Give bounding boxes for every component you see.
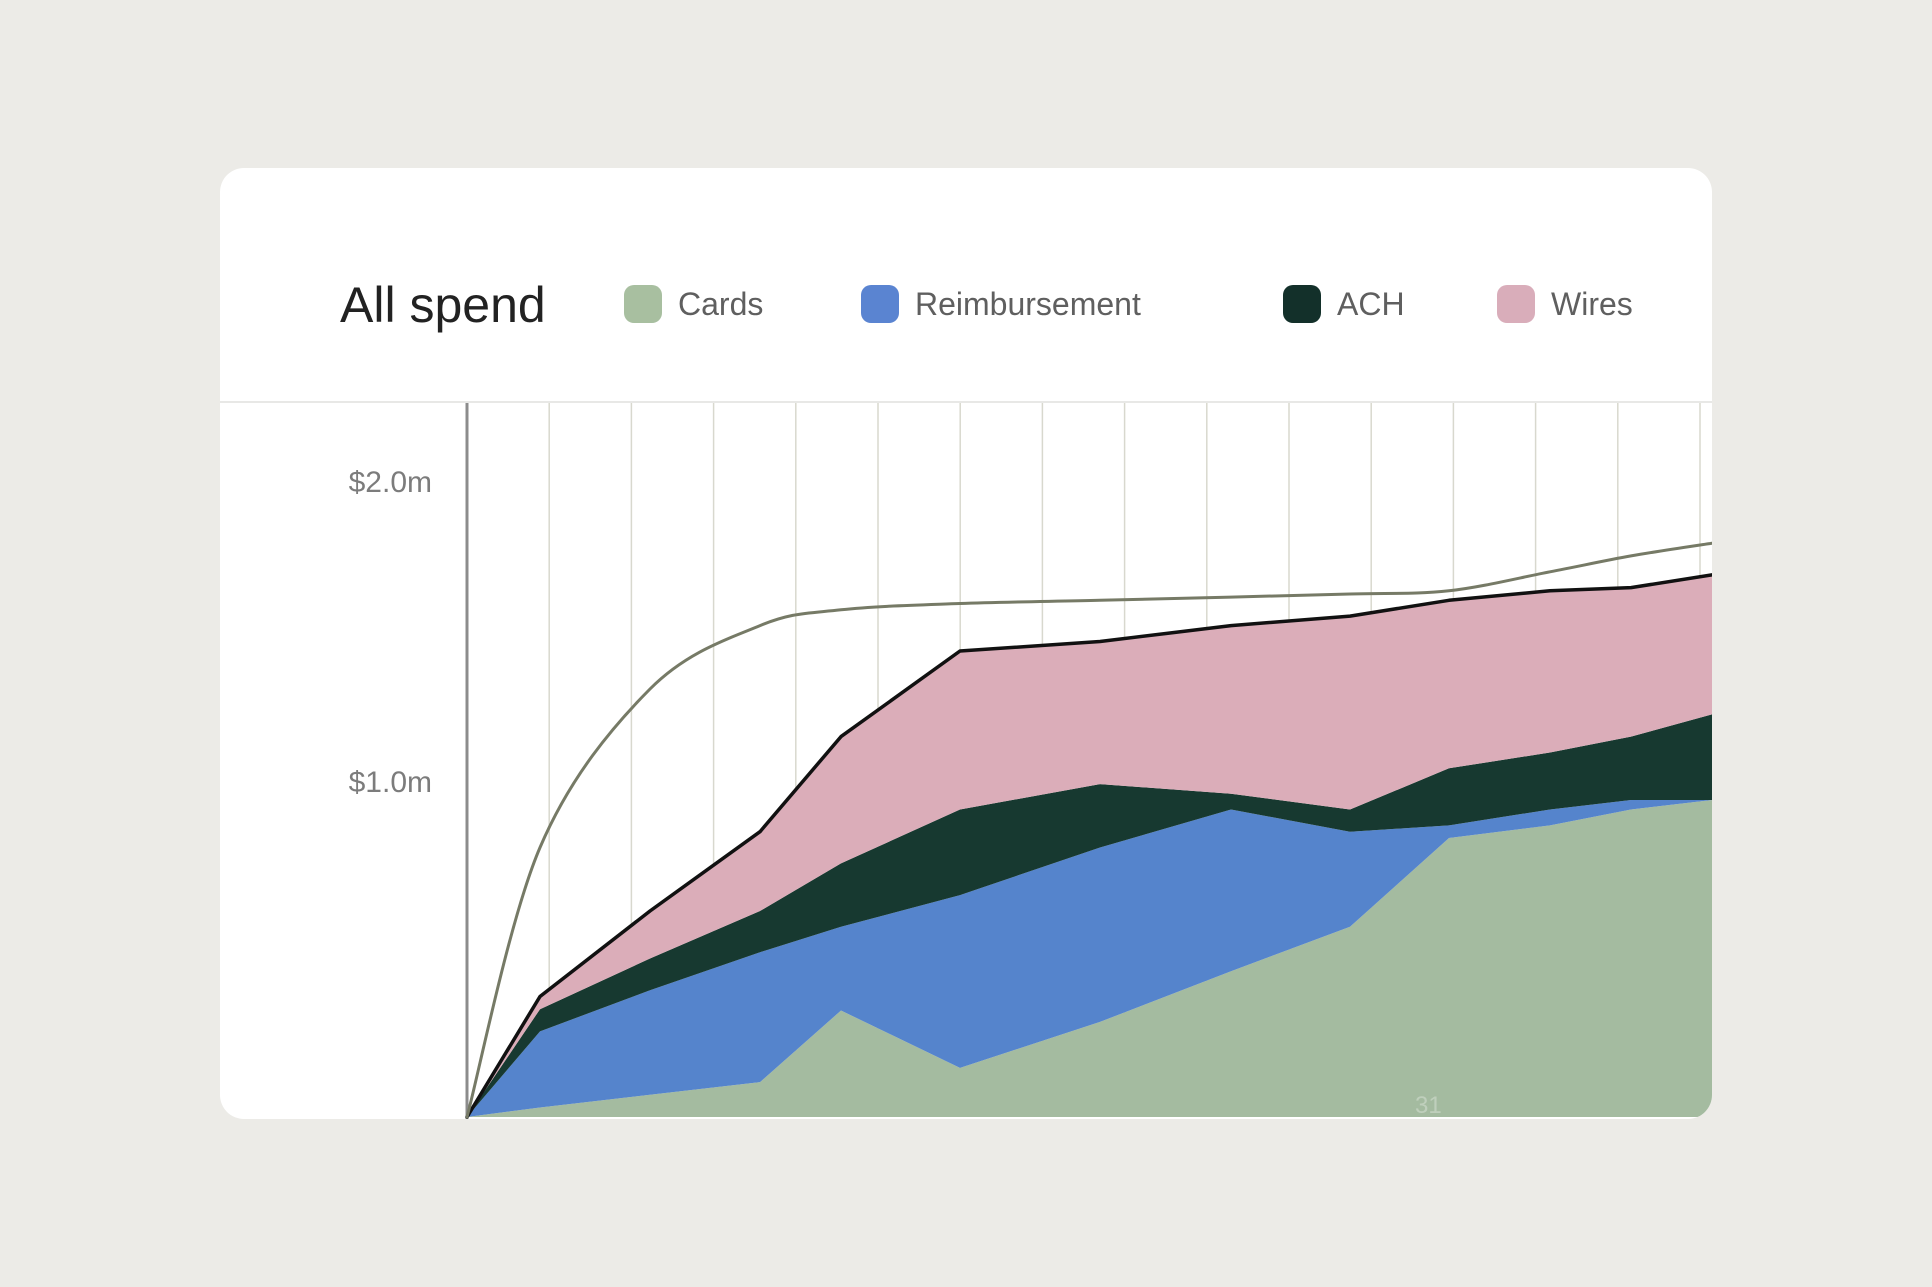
svg-text:31: 31 xyxy=(1415,1092,1442,1119)
